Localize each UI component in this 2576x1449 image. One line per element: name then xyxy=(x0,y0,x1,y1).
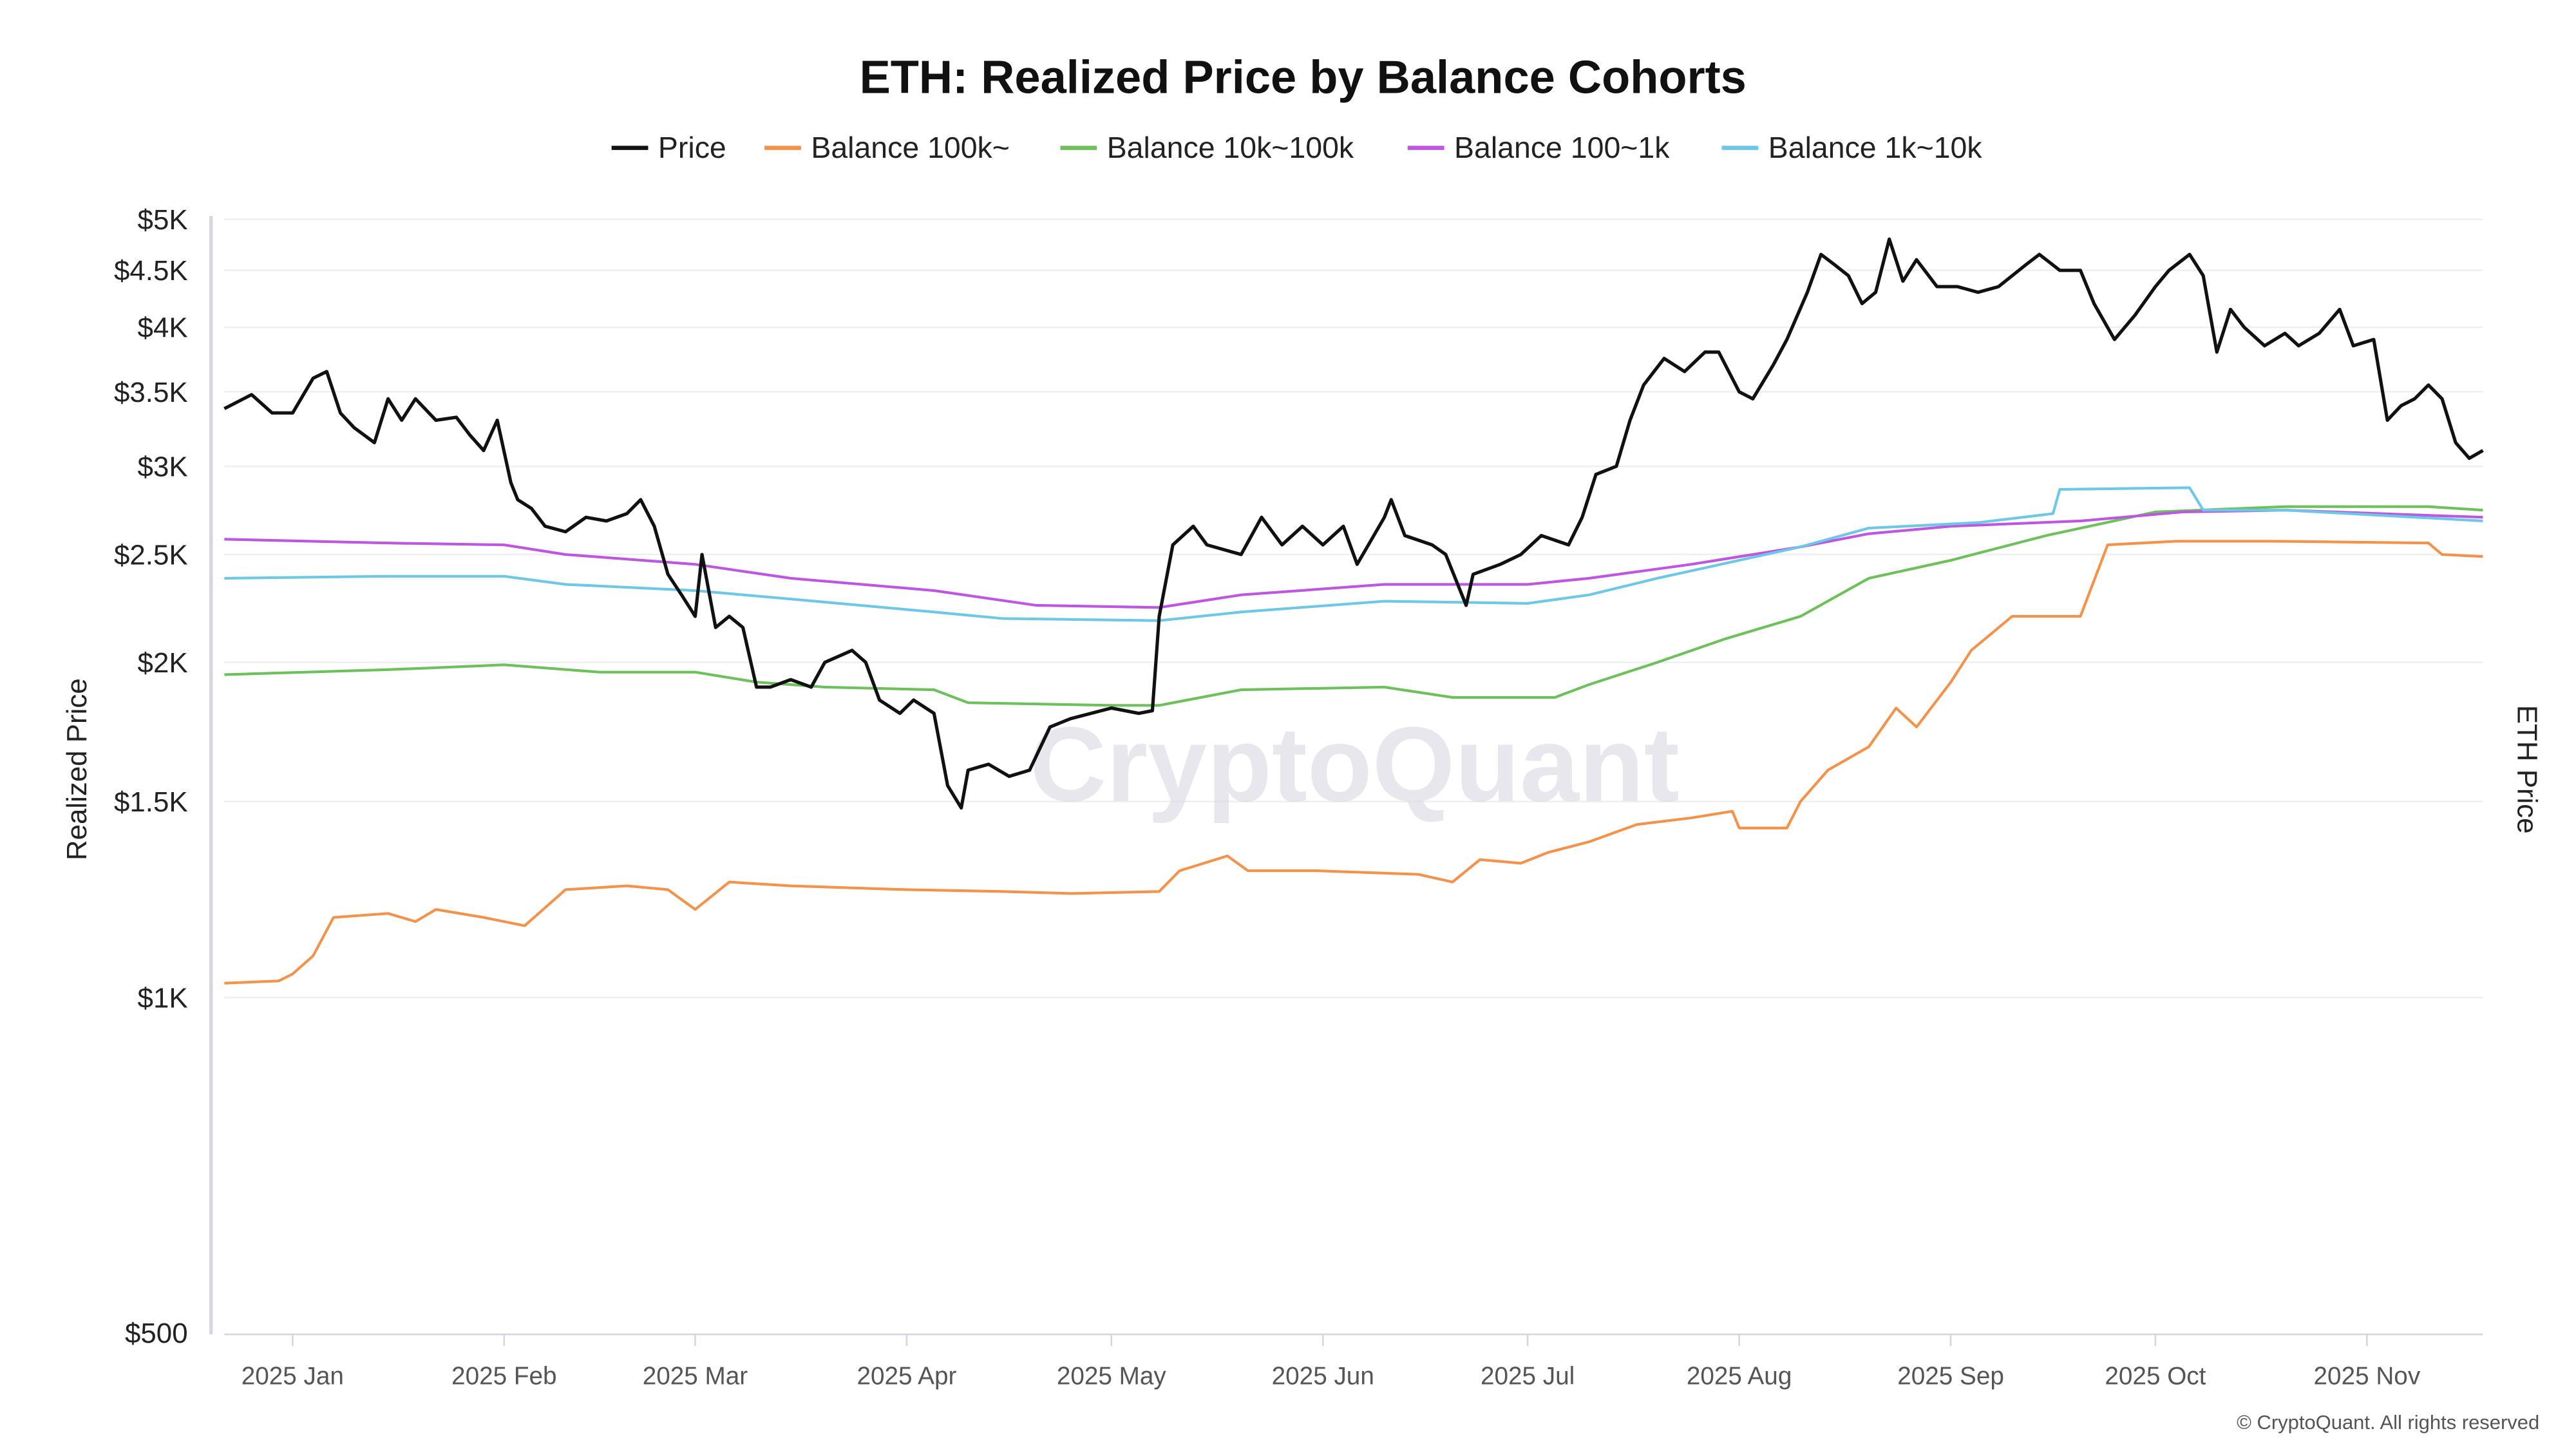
x-tick-label: 2025 Jul xyxy=(1481,1362,1575,1390)
legend-item[interactable]: Balance 100k~ xyxy=(764,131,1010,164)
legend: Price Balance 100k~ Balance 10k~100k Balanc… xyxy=(611,131,1983,164)
chart-title: ETH: Realized Price by Balance Cohorts xyxy=(860,52,1747,104)
x-tick-label: 2025 Sep xyxy=(1897,1362,2004,1390)
y-tick-label: $2K xyxy=(138,647,188,679)
legend-item[interactable]: Balance 1k~10k xyxy=(1721,131,1983,164)
x-tick-label: 2025 Apr xyxy=(857,1362,956,1390)
copyright: © CryptoQuant. All rights reserved xyxy=(2237,1411,2539,1434)
legend-label: Balance 100k~ xyxy=(811,131,1010,164)
watermark: CryptoQuant xyxy=(1030,705,1680,824)
y-tick-label: $1.5K xyxy=(114,786,188,818)
series-line-balance-100k- xyxy=(224,540,2483,985)
y-axis-title: Realized Price xyxy=(61,678,93,860)
grid xyxy=(224,218,2483,999)
y-tick-label: $2.5K xyxy=(114,539,188,571)
legend-item[interactable]: Price xyxy=(611,131,726,164)
x-tick-label: 2025 May xyxy=(1057,1362,1167,1390)
y-axis-ticks: $5K $4.5K $4K $3.5K $3K $2.5K $2K $1.5K $1K $500 xyxy=(114,204,188,1349)
y-tick-label: $4.5K xyxy=(114,255,188,287)
x-axis-ticks: 2025 Jan 2025 Feb 2025 Mar 2025 Apr 2025 May… xyxy=(242,1334,2421,1390)
x-tick-label: 2025 Feb xyxy=(451,1362,556,1390)
legend-item[interactable]: Balance 100~1k xyxy=(1407,131,1670,164)
x-tick-label: 2025 Oct xyxy=(2105,1362,2206,1390)
series-line-balance-100-1k xyxy=(224,509,2483,609)
y-tick-label: $500 xyxy=(125,1318,188,1349)
legend-label: Balance 100~1k xyxy=(1454,131,1670,164)
y-tick-label: $5K xyxy=(138,204,188,236)
series-line-price xyxy=(223,237,2484,810)
series-line-balance-10k-100k xyxy=(224,505,2483,707)
y-tick-label: $3K xyxy=(138,451,188,483)
x-tick-label: 2025 Jun xyxy=(1272,1362,1374,1390)
legend-item[interactable]: Balance 10k~100k xyxy=(1060,131,1354,164)
y-tick-label: $1K xyxy=(138,982,188,1014)
legend-label: Price xyxy=(658,131,726,164)
series-line-balance-1k-10k xyxy=(224,486,2483,622)
x-tick-label: 2025 Aug xyxy=(1687,1362,1792,1390)
y-tick-label: $3.5K xyxy=(114,377,188,408)
legend-label: Balance 10k~100k xyxy=(1107,131,1354,164)
series-lines xyxy=(223,237,2484,985)
x-tick-label: 2025 Jan xyxy=(242,1362,344,1390)
x-tick-label: 2025 Mar xyxy=(643,1362,748,1390)
x-tick-label: 2025 Nov xyxy=(2314,1362,2421,1390)
y2-axis-title: ETH Price xyxy=(2512,705,2543,834)
legend-label: Balance 1k~10k xyxy=(1768,131,1983,164)
y-tick-label: $4K xyxy=(138,312,188,344)
